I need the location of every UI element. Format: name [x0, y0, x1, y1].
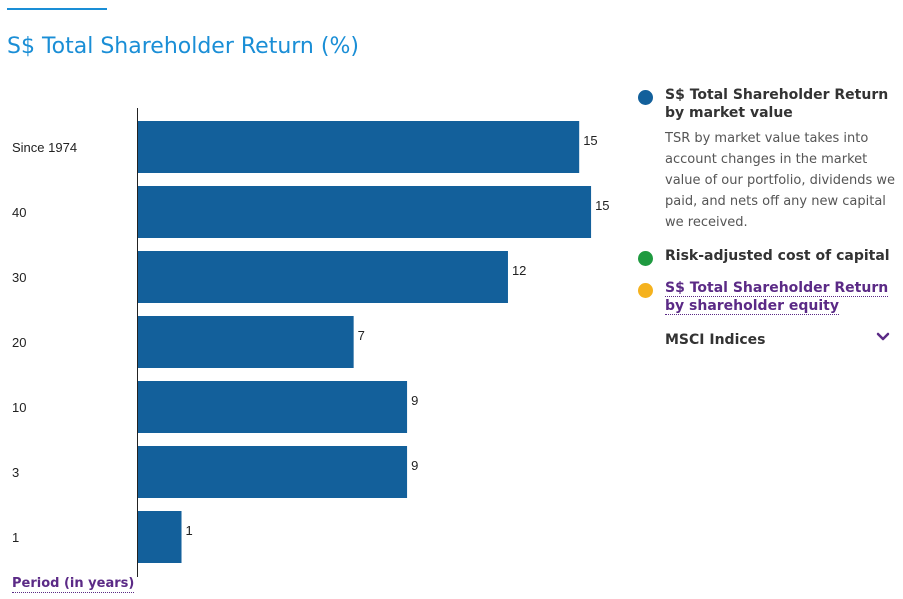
legend-label-tsr-shareholder-equity[interactable]: S$ Total Shareholder Return by sharehold…: [665, 280, 889, 315]
bar-4[interactable]: [137, 381, 408, 433]
chevron-down-icon[interactable]: [876, 330, 890, 344]
msci-indices-label: MSCI Indices: [665, 332, 766, 348]
legend-dot-green: [638, 251, 653, 266]
data-label-1: 15: [595, 198, 609, 213]
category-label-3: 20: [12, 335, 26, 350]
title-accent-rule: [7, 8, 107, 10]
bar-chart: 15 Since 1974 15 40 12 30 7 20 9 10 9 3 1 1: [12, 108, 610, 577]
category-label-6: 1: [12, 530, 19, 545]
bar-5[interactable]: [137, 446, 408, 498]
bar-2[interactable]: [137, 251, 508, 303]
category-label-1: 40: [12, 205, 26, 220]
category-label-2: 30: [12, 270, 26, 285]
category-label-4: 10: [12, 400, 26, 415]
legend-label-risk-adjusted-cost: Risk-adjusted cost of capital: [665, 248, 890, 264]
legend-description: TSR by market value takes into account c…: [665, 131, 896, 230]
bar-1[interactable]: [137, 186, 592, 238]
legend-dot-blue: [638, 90, 653, 105]
bar-0[interactable]: [137, 121, 580, 173]
legend-dot-yellow: [638, 283, 653, 298]
data-label-0: 15: [583, 133, 597, 148]
data-label-2: 12: [512, 263, 526, 278]
bar-6[interactable]: [137, 511, 182, 563]
legend: S$ Total Shareholder Return by market va…: [636, 86, 896, 349]
chart-title: S$ Total Shareholder Return (%): [7, 34, 359, 59]
legend-item-tsr-market-value[interactable]: S$ Total Shareholder Return by market va…: [636, 86, 896, 233]
data-label-4: 9: [411, 393, 418, 408]
legend-item-risk-adjusted-cost[interactable]: Risk-adjusted cost of capital: [636, 247, 896, 266]
legend-item-tsr-shareholder-equity[interactable]: S$ Total Shareholder Return by sharehold…: [636, 279, 896, 315]
category-label-5: 3: [12, 465, 19, 480]
bar-3[interactable]: [137, 316, 354, 368]
msci-indices-dropdown[interactable]: MSCI Indices: [636, 331, 896, 349]
y-axis-title-link[interactable]: Period (in years): [12, 576, 135, 593]
category-label-0: Since 1974: [12, 140, 77, 155]
data-label-3: 7: [358, 328, 365, 343]
legend-label-tsr-market-value: S$ Total Shareholder Return by market va…: [665, 87, 889, 121]
data-label-6: 1: [186, 523, 193, 538]
data-label-5: 9: [411, 458, 418, 473]
